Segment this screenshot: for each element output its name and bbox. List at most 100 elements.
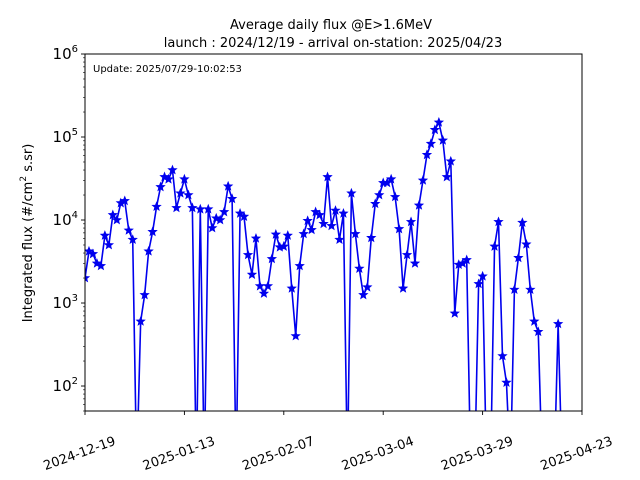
star-marker	[533, 326, 544, 337]
star-marker	[207, 222, 218, 233]
x-tick-label: 2025-03-04	[340, 434, 416, 474]
chart-subtitle: launch : 2024/12/19 - arrival on-station…	[164, 36, 502, 51]
star-marker	[314, 209, 325, 220]
star-marker	[290, 330, 301, 341]
star-marker	[397, 282, 409, 293]
series-layer	[85, 116, 564, 411]
star-marker	[151, 201, 162, 211]
star-marker	[350, 228, 361, 239]
x-tick-label: 2025-01-13	[141, 434, 217, 474]
star-marker	[242, 249, 254, 260]
star-marker	[254, 280, 266, 291]
star-marker	[525, 284, 536, 295]
x-tick-label: 2024-12-19	[42, 434, 118, 474]
star-marker	[238, 211, 250, 221]
star-marker	[473, 278, 484, 289]
update-annotation: Update: 2025/07/29-10:02:53	[93, 64, 242, 75]
y-axis-label-exp: 2	[19, 176, 29, 182]
star-marker	[203, 203, 214, 214]
star-marker	[171, 202, 182, 213]
star-marker	[215, 214, 226, 225]
star-marker	[429, 124, 441, 135]
star-marker	[338, 208, 349, 218]
star-marker	[155, 181, 166, 192]
star-marker	[489, 241, 500, 251]
star-marker	[91, 257, 103, 268]
star-marker	[326, 220, 337, 231]
star-marker	[135, 315, 146, 326]
star-marker	[179, 173, 190, 184]
star-marker	[167, 164, 178, 175]
star-marker	[139, 289, 150, 300]
star-marker	[250, 233, 262, 243]
star-marker	[270, 229, 281, 239]
star-marker	[501, 377, 512, 387]
star-marker	[298, 228, 309, 239]
star-marker	[143, 245, 154, 256]
star-marker	[107, 209, 118, 220]
star-marker	[441, 171, 452, 182]
star-marker	[413, 199, 425, 210]
star-marker	[95, 260, 107, 271]
star-marker	[286, 282, 297, 293]
star-marker	[187, 202, 198, 213]
star-marker	[318, 218, 329, 229]
star-marker	[493, 216, 504, 227]
star-marker	[266, 253, 278, 264]
star-marker	[87, 248, 99, 259]
star-marker	[127, 234, 138, 245]
y-axis-label-tail: s.sr)	[21, 144, 36, 176]
star-marker	[163, 173, 174, 184]
star-marker	[389, 191, 401, 202]
star-marker	[330, 205, 341, 215]
star-marker	[246, 269, 258, 279]
star-marker	[405, 216, 417, 227]
star-marker	[521, 238, 532, 249]
star-marker	[358, 289, 369, 300]
star-marker	[119, 195, 130, 206]
star-marker	[222, 180, 234, 191]
star-marker	[477, 270, 488, 281]
y-tick-label: 106	[53, 44, 78, 63]
star-marker	[262, 280, 274, 291]
star-marker	[294, 260, 305, 271]
star-marker	[85, 272, 91, 283]
y-tick-label: 102	[53, 376, 78, 395]
star-marker	[302, 215, 313, 226]
star-marker	[370, 198, 381, 209]
star-marker	[278, 241, 289, 251]
star-marker	[183, 189, 194, 200]
star-marker	[123, 224, 134, 235]
star-marker	[282, 230, 293, 240]
x-tick-label: 2025-02-07	[240, 434, 316, 474]
y-tick-label: 103	[53, 293, 78, 312]
star-marker	[529, 315, 540, 326]
y-axis-label-main: Integrated flux (#/cm	[21, 182, 36, 323]
star-marker	[362, 281, 373, 292]
star-marker	[445, 155, 456, 166]
star-marker	[509, 284, 520, 295]
star-marker	[99, 230, 111, 240]
x-tick-label: 2025-03-29	[439, 434, 515, 474]
x-axis: 2024-12-19 2025-01-13 2025-02-07 2025-03-04…	[42, 411, 615, 474]
star-marker	[175, 187, 186, 198]
star-marker	[226, 193, 238, 204]
star-marker	[258, 288, 270, 298]
star-marker	[437, 134, 448, 145]
x-tick-label: 2025-04-23	[539, 434, 615, 474]
star-marker	[334, 234, 345, 245]
y-axis: 102 103 104 105 106	[53, 44, 85, 412]
y-tick-label: 105	[53, 127, 78, 146]
y-tick-label: 104	[53, 210, 78, 229]
star-marker	[219, 206, 230, 217]
chart-title: Average daily flux @E>1.6MeV	[230, 18, 432, 33]
star-marker	[425, 138, 437, 149]
plot-frame	[84, 53, 583, 412]
star-marker	[103, 239, 115, 250]
star-marker	[497, 350, 508, 361]
star-marker	[386, 173, 397, 184]
star-marker	[366, 232, 377, 243]
star-marker	[433, 116, 445, 127]
star-marker	[417, 174, 429, 185]
